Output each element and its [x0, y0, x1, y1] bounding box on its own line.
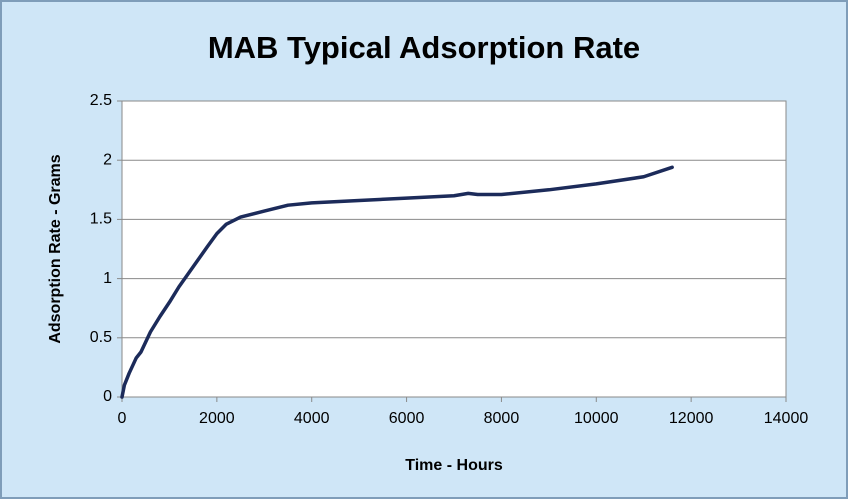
chart-title: MAB Typical Adsorption Rate [208, 30, 640, 65]
y-tick-label: 2 [103, 151, 112, 168]
plot-area [121, 100, 787, 398]
x-tick-label: 12000 [669, 410, 714, 427]
x-tick-label: 6000 [389, 410, 425, 427]
data-line [120, 165, 674, 399]
y-axis-title: Adsorption Rate - Grams [47, 154, 64, 343]
x-tick-label: 10000 [574, 410, 619, 427]
x-tick-label: 2000 [199, 410, 235, 427]
y-tick-label: 0.5 [90, 329, 112, 346]
x-tick-label: 14000 [764, 410, 809, 427]
y-tick-label: 1 [103, 270, 112, 287]
x-tick-label: 8000 [484, 410, 520, 427]
x-axis-title: Time - Hours [405, 457, 503, 474]
y-tick-label: 0 [103, 388, 112, 405]
x-tick-label: 0 [118, 410, 127, 427]
y-tick-label: 1.5 [90, 211, 112, 228]
y-tick-label: 2.5 [90, 92, 112, 109]
x-tick-label: 4000 [294, 410, 330, 427]
